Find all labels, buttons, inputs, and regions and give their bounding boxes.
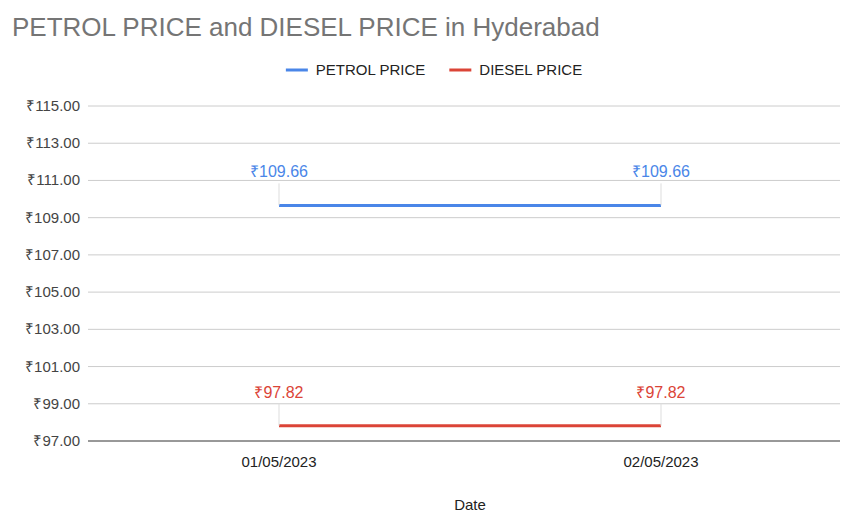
x-tick-label: 01/05/2023	[241, 453, 316, 470]
grid-line	[88, 366, 840, 367]
x-axis-label: Date	[454, 496, 486, 513]
grid-line	[88, 180, 840, 181]
data-label-leader	[661, 404, 662, 426]
y-tick-label: ₹97.00	[33, 432, 80, 449]
legend: PETROL PRICE DIESEL PRICE	[286, 61, 582, 78]
series-line	[279, 204, 661, 207]
x-tick-label: 02/05/2023	[623, 453, 698, 470]
grid-line	[88, 292, 840, 293]
series-line	[279, 424, 661, 427]
grid-line	[88, 217, 840, 218]
legend-label: PETROL PRICE	[316, 61, 425, 78]
legend-swatch	[286, 69, 308, 72]
title: PETROL PRICE and DIESEL PRICE in Hyderab…	[12, 12, 600, 42]
y-tick-label: ₹113.00	[26, 134, 80, 151]
grid-line	[88, 106, 840, 107]
grid-line	[88, 441, 840, 442]
grid-line	[88, 143, 840, 144]
y-tick-label: ₹107.00	[25, 246, 80, 263]
y-tick-label: ₹103.00	[25, 320, 80, 337]
grid-line	[88, 329, 840, 330]
chart: PETROL PRICE and DIESEL PRICE in Hyderab…	[0, 0, 867, 518]
y-tick-label: ₹109.00	[25, 209, 80, 226]
data-label-leader	[279, 183, 280, 205]
grid-line	[88, 403, 840, 404]
y-tick-label: ₹99.00	[33, 395, 80, 412]
legend-swatch	[449, 69, 471, 72]
data-label: ₹97.82	[636, 384, 685, 401]
legend-label: DIESEL PRICE	[479, 61, 582, 78]
y-tick-label: ₹105.00	[25, 283, 80, 300]
grid-line	[88, 254, 840, 255]
data-label: ₹109.66	[632, 163, 690, 180]
y-tick-label: ₹111.00	[27, 171, 80, 188]
y-tick-label: ₹101.00	[25, 358, 80, 375]
plot-area	[279, 205, 661, 425]
data-label: ₹109.66	[250, 163, 308, 180]
data-label-leader	[661, 183, 662, 205]
y-tick-label: ₹115.00	[26, 97, 80, 114]
data-label: ₹97.82	[254, 384, 303, 401]
data-label-leader	[279, 404, 280, 426]
